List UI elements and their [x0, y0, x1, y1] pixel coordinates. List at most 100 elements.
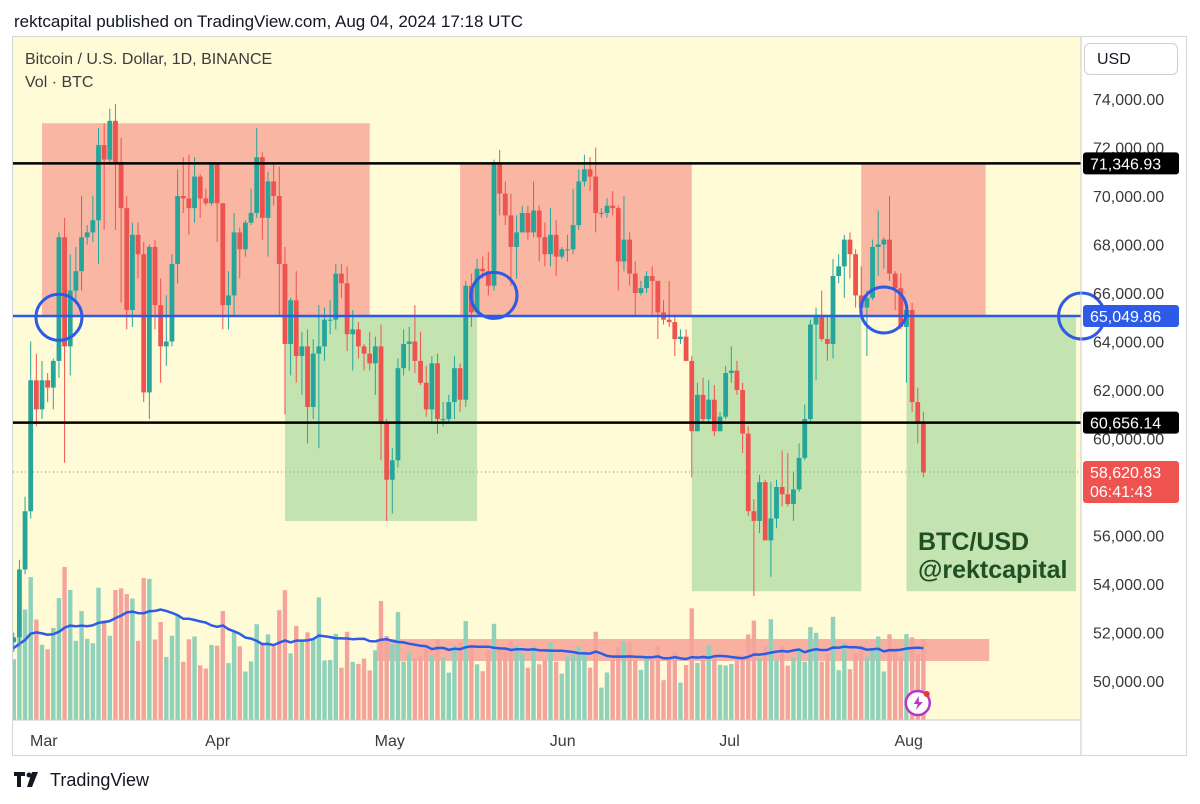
- support-zone-6: [906, 316, 1076, 592]
- candle: [389, 448, 395, 514]
- candle: [146, 244, 152, 420]
- volume-bar: [390, 644, 395, 720]
- watermark-handle: @rektcapital: [918, 556, 1067, 584]
- candle: [231, 212, 237, 315]
- candle: [604, 198, 610, 218]
- candle: [525, 205, 531, 240]
- volume-bar: [909, 637, 915, 720]
- candle: [203, 188, 209, 206]
- volume-bar: [683, 665, 689, 720]
- volume-bar: [254, 624, 259, 720]
- volume-bar: [474, 664, 480, 720]
- volume-bar: [768, 619, 774, 720]
- price-tick-label: 68,000.00: [1093, 238, 1164, 255]
- volume-bar: [859, 647, 864, 720]
- candle-body: [435, 363, 440, 420]
- retest-circle: [859, 285, 909, 335]
- volume-bar: [582, 651, 587, 720]
- candle: [186, 154, 192, 235]
- candle-body: [559, 249, 565, 257]
- candle-body: [231, 232, 237, 296]
- candle-body: [350, 329, 356, 335]
- candle-body: [56, 237, 62, 361]
- candle-body: [113, 120, 118, 163]
- candle-body: [163, 341, 169, 347]
- volume-bar: [147, 578, 152, 720]
- volume-bar: [214, 645, 220, 720]
- candle-body: [785, 494, 791, 504]
- candle-body: [711, 399, 717, 432]
- candle-body: [672, 322, 678, 340]
- candle-body: [327, 319, 333, 321]
- candle-body: [372, 346, 378, 364]
- chart-panel[interactable]: BTC/USD @rektcapital 50,000.00 52,000.00 54…: [12, 36, 1187, 756]
- candle: [598, 208, 604, 218]
- candle-body: [412, 341, 418, 361]
- price-line-label: 60,656.14: [1090, 416, 1161, 433]
- candle-body: [864, 297, 870, 308]
- footer-brand-text: TradingView: [50, 769, 150, 790]
- candle-body: [243, 222, 248, 250]
- candle-body: [598, 212, 604, 214]
- price-chart[interactable]: BTC/USD@rektcapital 50,000.00 52,000.00 54…: [13, 37, 1187, 756]
- candle: [796, 443, 802, 492]
- volume-bar: [712, 659, 717, 720]
- volume-bar: [79, 611, 84, 720]
- candle-body: [17, 569, 22, 638]
- candle: [209, 162, 214, 206]
- volume-bar: [650, 660, 655, 720]
- volume-bar: [825, 653, 830, 720]
- volume-bar: [305, 632, 310, 720]
- currency-button[interactable]: USD: [1084, 43, 1178, 75]
- candle: [254, 128, 260, 218]
- volume-bar: [576, 646, 581, 720]
- volume-bar: [672, 652, 677, 720]
- candle: [593, 147, 599, 233]
- candle-body: [830, 276, 836, 344]
- candle-body: [13, 637, 17, 643]
- candle-body: [881, 239, 887, 245]
- volume-bar: [486, 650, 491, 720]
- volume-bar: [644, 655, 649, 720]
- candle-body: [853, 254, 858, 296]
- volume-bar: [904, 634, 909, 720]
- time-tick-label: Aug: [894, 733, 922, 750]
- volume-bar: [316, 597, 322, 720]
- candle: [474, 259, 480, 315]
- volume-bar: [706, 644, 711, 720]
- volume-bar: [887, 634, 892, 720]
- candle-body: [610, 205, 616, 209]
- volume-bar: [68, 589, 73, 720]
- candle: [50, 358, 56, 410]
- candle-body: [678, 336, 683, 340]
- volume-bar: [689, 608, 694, 720]
- volume-bar: [327, 660, 333, 720]
- candle-body: [627, 239, 632, 274]
- candle: [915, 387, 921, 444]
- candle: [841, 234, 847, 298]
- candle-body: [508, 215, 514, 247]
- volume-bar: [56, 598, 62, 720]
- volume-bar: [440, 657, 446, 720]
- candle: [226, 271, 231, 330]
- volume-bar: [570, 654, 576, 720]
- candle-body: [802, 419, 808, 458]
- volume-bar: [333, 633, 338, 720]
- volume-bar: [344, 631, 350, 720]
- candle: [56, 232, 62, 378]
- volume-bar: [186, 639, 192, 720]
- candle-body: [717, 416, 723, 432]
- candle: [881, 237, 887, 269]
- price-tick-label: 60,000.00: [1093, 432, 1164, 449]
- candle: [632, 261, 638, 315]
- volume-bar: [774, 660, 779, 720]
- candle: [197, 174, 203, 218]
- volume-bar: [921, 639, 926, 720]
- volume-bar: [62, 567, 67, 720]
- volume-bar: [322, 660, 327, 720]
- candle-body: [762, 482, 768, 541]
- candle: [135, 222, 141, 279]
- candle: [536, 205, 542, 262]
- price-tick-label: 52,000.00: [1093, 626, 1164, 643]
- candle-body: [514, 232, 519, 247]
